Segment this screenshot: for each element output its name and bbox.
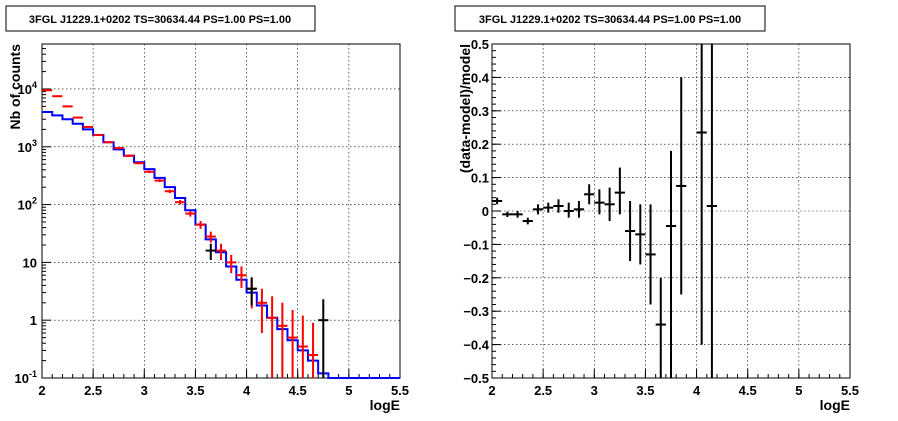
y-tick-label: 0.4 xyxy=(471,70,490,85)
residual-y-axis-label: (data-model)/model xyxy=(457,44,473,173)
data-point xyxy=(604,187,615,222)
data-point xyxy=(144,170,155,174)
x-tick-label: 2.5 xyxy=(84,383,102,398)
data-point xyxy=(645,204,656,305)
data-point xyxy=(512,211,523,218)
data-point xyxy=(42,89,53,92)
data-point xyxy=(696,44,707,345)
counts-title: 3FGL J1229.1+0202 TS=30634.44 PS=1.00 PS… xyxy=(29,14,291,26)
y-tick-label: 10-1 xyxy=(15,369,37,386)
data-point xyxy=(543,202,554,213)
data-point xyxy=(226,254,237,274)
x-tick-label: 4 xyxy=(243,383,251,398)
y-tick-label: −0.4 xyxy=(463,338,489,353)
data-point xyxy=(287,310,298,378)
data-point xyxy=(665,150,677,378)
data-point xyxy=(236,266,247,289)
x-tick-label: 3 xyxy=(141,383,148,398)
y-tick-label: 0.1 xyxy=(471,171,489,186)
data-point xyxy=(573,200,585,218)
data-point xyxy=(134,162,145,165)
y-tick-label: −0.5 xyxy=(463,371,489,386)
data-point xyxy=(318,299,329,378)
counts-marks xyxy=(42,89,400,379)
y-tick-label: −0.3 xyxy=(463,304,489,319)
data-point xyxy=(154,179,165,183)
y-tick-label: 1 xyxy=(30,313,37,328)
data-point xyxy=(256,288,268,334)
data-point xyxy=(123,154,135,157)
x-tick-label: 3 xyxy=(591,383,598,398)
data-point xyxy=(297,315,308,378)
data-point xyxy=(52,95,63,98)
data-point xyxy=(215,243,227,260)
counts-panel: 3FGL J1229.1+0202 TS=30634.44 PS=1.00 PS… xyxy=(5,5,409,413)
data-point xyxy=(655,277,666,378)
data-point xyxy=(584,184,595,205)
x-tick-label: 2 xyxy=(38,383,45,398)
data-point xyxy=(82,125,94,128)
residual-marks xyxy=(492,44,718,378)
y-tick-label: 102 xyxy=(18,196,37,213)
data-point xyxy=(614,167,625,215)
counts-plot-frame xyxy=(41,43,401,379)
counts-y-axis-label: Nb of counts xyxy=(7,44,23,130)
x-tick-label: 4 xyxy=(693,383,701,398)
counts-grid xyxy=(42,44,400,378)
residual-ticks: 2 2.5 3 3.5 4 4.5 5 5.5 −0.5 −0.4 −0.3 −0.2 −0.1 0 0.1… xyxy=(463,37,859,398)
data-point xyxy=(277,302,288,378)
data-point xyxy=(594,189,605,215)
y-tick-label: 10 xyxy=(23,255,37,270)
x-tick-label: 3.5 xyxy=(636,383,654,398)
data-point xyxy=(635,204,646,265)
data-point xyxy=(492,197,503,205)
data-point xyxy=(113,147,124,150)
data-point xyxy=(72,116,83,119)
data-point xyxy=(522,217,533,225)
x-tick-label: 5.5 xyxy=(841,383,859,398)
data-point xyxy=(553,199,564,213)
y-tick-label: −0.2 xyxy=(463,271,489,286)
y-tick-label: 0 xyxy=(482,204,489,219)
residual-x-axis-label: logE xyxy=(820,397,850,413)
data-point xyxy=(205,231,216,243)
data-point xyxy=(624,200,636,262)
counts-x-axis-label: logE xyxy=(370,397,400,413)
data-point xyxy=(676,77,687,295)
residual-panel: 3FGL J1229.1+0202 TS=30634.44 PS=1.00 PS… xyxy=(454,5,859,413)
residual-title-box xyxy=(454,5,766,32)
data-point xyxy=(532,204,544,215)
data-point xyxy=(307,322,319,378)
y-tick-label: −0.1 xyxy=(463,237,489,252)
data-point xyxy=(502,211,513,218)
x-tick-label: 4.5 xyxy=(739,383,757,398)
data-point xyxy=(93,133,104,136)
data-point xyxy=(246,277,257,306)
data-point xyxy=(267,296,278,378)
y-tick-label: 0.5 xyxy=(471,37,489,52)
y-tick-label: 0.3 xyxy=(471,104,489,119)
data-point xyxy=(195,221,206,229)
data-point xyxy=(103,141,114,144)
x-tick-label: 5 xyxy=(345,383,352,398)
x-tick-label: 2 xyxy=(488,383,495,398)
y-tick-label: 0.2 xyxy=(471,137,489,152)
data-point xyxy=(164,189,175,194)
x-tick-label: 5.5 xyxy=(391,383,409,398)
x-tick-label: 5 xyxy=(795,383,802,398)
data-point xyxy=(174,200,186,205)
data-point xyxy=(62,105,73,108)
x-tick-label: 4.5 xyxy=(289,383,307,398)
y-tick-label: 103 xyxy=(18,138,37,155)
x-tick-label: 3.5 xyxy=(186,383,204,398)
data-point xyxy=(563,202,574,218)
x-tick-label: 2.5 xyxy=(534,383,552,398)
residual-title: 3FGL J1229.1+0202 TS=30634.44 PS=1.00 PS… xyxy=(479,14,741,26)
data-point xyxy=(205,243,216,260)
counts-title-box xyxy=(5,5,316,32)
data-point xyxy=(185,210,196,217)
data-point xyxy=(706,44,718,378)
